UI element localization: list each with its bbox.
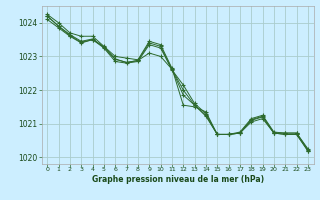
X-axis label: Graphe pression niveau de la mer (hPa): Graphe pression niveau de la mer (hPa)	[92, 175, 264, 184]
